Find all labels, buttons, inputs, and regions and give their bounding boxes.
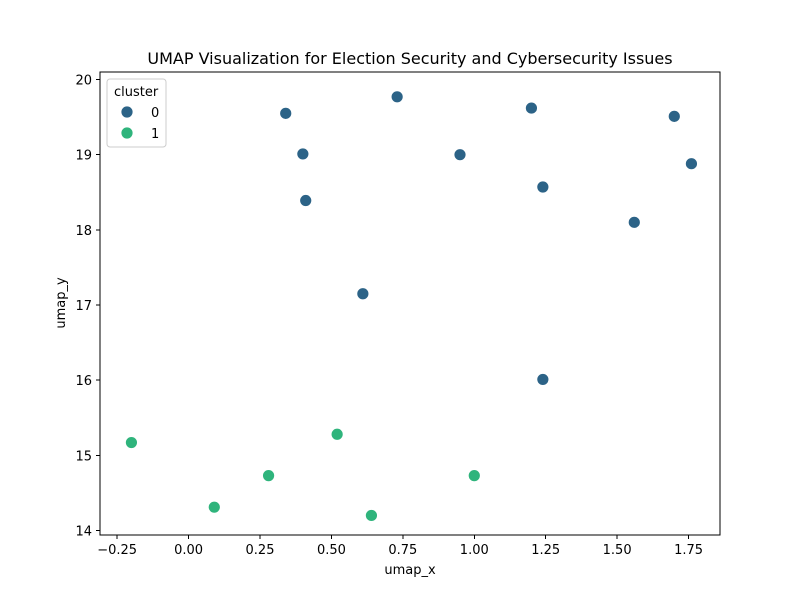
y-tick-label: 14 <box>75 524 92 539</box>
scatter-point-cluster-0 <box>356 287 370 301</box>
scatter-point-cluster-0 <box>667 109 681 123</box>
scatter-point-cluster-1 <box>330 427 344 441</box>
legend-title: cluster <box>114 85 159 100</box>
scatter-point-cluster-1 <box>207 500 221 514</box>
axes-frame <box>99 71 721 536</box>
y-axis-label: umap_y <box>54 277 69 329</box>
y-axis: 14 15 16 17 18 19 20 <box>75 74 100 539</box>
y-tick-label: 17 <box>75 299 92 314</box>
x-tick-label: −0.25 <box>97 543 137 558</box>
legend-marker <box>120 126 134 140</box>
scatter-point-cluster-0 <box>390 90 404 104</box>
scatter-point-cluster-1 <box>262 469 275 483</box>
scatter-point-cluster-0 <box>299 194 313 207</box>
x-tick-label: 0.25 <box>246 543 275 558</box>
x-tick-label: 1.75 <box>674 543 703 558</box>
y-tick-label: 18 <box>75 224 92 239</box>
y-tick-label: 16 <box>75 374 92 389</box>
x-axis: −0.25 0.00 0.25 0.50 0.75 1.00 1.25 1.50 1.75 <box>97 535 703 558</box>
legend: cluster 0 1 <box>106 78 167 148</box>
x-tick-label: 0.00 <box>174 543 203 558</box>
scatter-point-cluster-0 <box>525 101 538 115</box>
x-axis-label: umap_x <box>384 563 436 578</box>
x-tick-label: 1.50 <box>603 543 632 558</box>
y-tick-label: 15 <box>75 449 92 464</box>
scatter-point-cluster-0 <box>536 180 550 194</box>
scatter-point-cluster-1 <box>365 509 378 522</box>
scatter-point-cluster-1 <box>125 436 138 449</box>
y-tick-label: 19 <box>75 149 92 164</box>
scatter-point-cluster-0 <box>296 147 310 161</box>
scatter-point-cluster-0 <box>685 157 698 171</box>
legend-label: 0 <box>151 106 159 121</box>
scatter-point-cluster-1 <box>467 469 481 483</box>
x-tick-label: 0.75 <box>388 543 417 558</box>
y-tick-label: 20 <box>75 74 92 89</box>
plot-area <box>125 90 698 522</box>
legend-label: 1 <box>151 127 159 142</box>
scatter-point-cluster-0 <box>279 106 293 120</box>
x-tick-label: 0.50 <box>317 543 346 558</box>
x-tick-label: 1.25 <box>531 543 560 558</box>
scatter-point-cluster-0 <box>627 215 641 229</box>
x-tick-label: 1.00 <box>460 543 489 558</box>
chart-title: UMAP Visualization for Election Security… <box>147 49 672 68</box>
scatter-point-cluster-0 <box>536 373 550 386</box>
legend-marker <box>120 105 134 119</box>
scatter-point-cluster-0 <box>453 148 467 162</box>
